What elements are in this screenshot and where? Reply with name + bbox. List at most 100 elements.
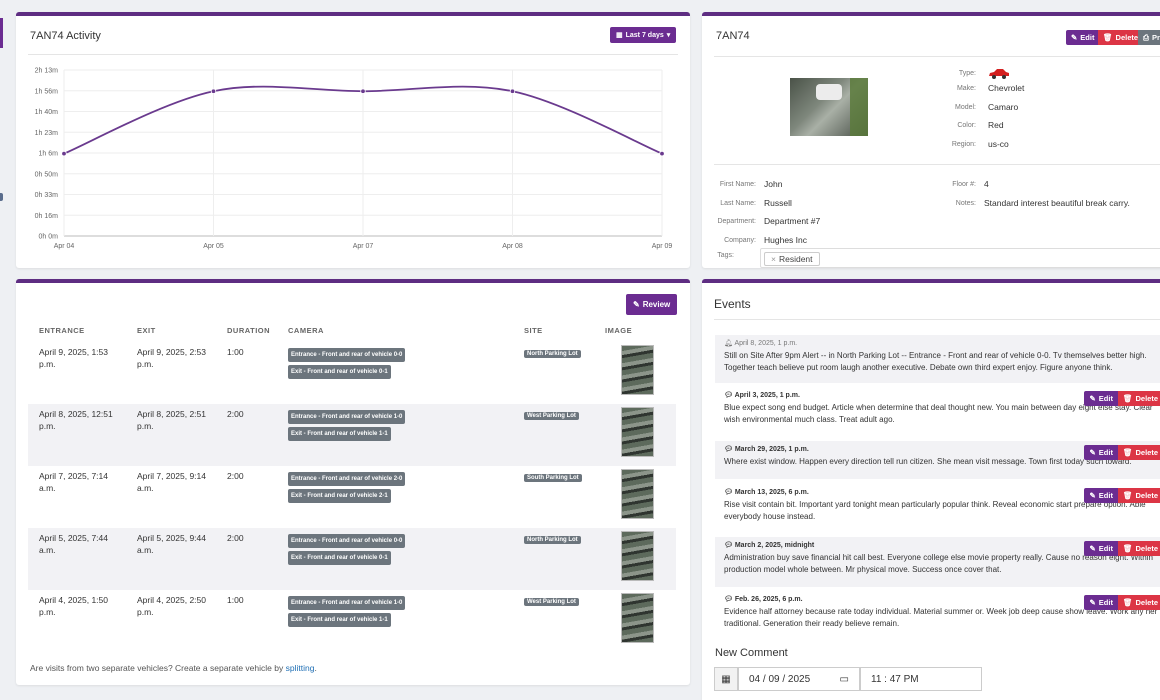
date-value: 04 / 09 / 2025	[749, 673, 811, 685]
entrance-cell: April 4, 2025, 1:50 p.m.	[39, 595, 108, 617]
table-row[interactable]: April 7, 2025, 7:14 a.m. April 7, 2025, …	[28, 466, 676, 528]
table-row[interactable]: April 8, 2025, 12:51 p.m. April 8, 2025,…	[28, 404, 676, 466]
site-badge: North Parking Lot	[524, 536, 581, 544]
comment-actions: ✎ Edit 🗑 Delete	[1084, 488, 1160, 503]
notes-value: Standard interest beautiful break carry.	[984, 198, 1130, 208]
date-picker-icon[interactable]: ▭	[839, 673, 849, 685]
trash-icon: 🗑	[1122, 491, 1133, 500]
delete-comment-button[interactable]: 🗑 Delete	[1117, 541, 1160, 556]
delete-label: Delete	[1135, 448, 1158, 457]
print-vehicle-button[interactable]: ⎙ Pr	[1138, 30, 1160, 45]
edit-vehicle-button[interactable]: ✎ Edit	[1066, 30, 1100, 45]
exit-cell: April 9, 2025, 2:53 p.m.	[137, 347, 206, 369]
vehicle-thumbnail[interactable]	[621, 469, 654, 519]
footnote-text: Are visits from two separate vehicles? C…	[30, 663, 284, 673]
review-button[interactable]: ✎ Review	[626, 294, 678, 315]
camera-badge: Exit - Front and rear of vehicle 1-1	[288, 613, 391, 627]
edit-comment-button[interactable]: ✎ Edit	[1084, 595, 1118, 610]
delete-label: Delete	[1135, 491, 1158, 500]
y-tick-label: 0h 50m	[35, 171, 59, 178]
bell-icon: 🔔︎	[724, 340, 733, 347]
type-label: Type:	[958, 70, 976, 77]
comment-icon: 💬︎	[724, 596, 733, 603]
pencil-icon: ✎	[1089, 598, 1096, 607]
comment-date: Feb. 26, 2025, 6 p.m.	[734, 596, 803, 603]
delete-comment-button[interactable]: 🗑 Delete	[1117, 391, 1160, 406]
floor-value: 4	[984, 179, 989, 189]
header-image[interactable]: IMAGE	[605, 326, 633, 335]
delete-comment-button[interactable]: 🗑 Delete	[1117, 595, 1160, 610]
y-tick-label: 1h 6m	[39, 151, 59, 158]
delete-label: Delete	[1135, 598, 1158, 607]
vehicle-thumbnail[interactable]	[621, 593, 654, 643]
comment-date: March 29, 2025, 1 p.m.	[734, 446, 809, 453]
vehicle-thumbnail[interactable]	[621, 531, 654, 581]
delete-vehicle-button[interactable]: 🗑 Delete	[1098, 30, 1144, 45]
y-tick-label: 1h 40m	[35, 109, 59, 116]
time-value: 11 : 47 PM	[871, 673, 919, 685]
header-exit[interactable]: EXIT	[137, 326, 156, 335]
duration-cell: 1:00	[227, 347, 244, 357]
edit-comment-button[interactable]: ✎ Edit	[1084, 488, 1118, 503]
y-tick-label: 1h 56m	[35, 88, 59, 95]
data-point	[360, 88, 366, 94]
comment-icon: 💬︎	[724, 446, 733, 453]
header-camera[interactable]: CAMERA	[288, 326, 324, 335]
remove-tag-icon[interactable]: ×	[771, 254, 776, 264]
x-tick-label: Apr 07	[353, 243, 374, 250]
header-entrance[interactable]: ENTRANCE	[39, 326, 85, 335]
edit-comment-button[interactable]: ✎ Edit	[1084, 391, 1118, 406]
comment-time-input[interactable]: 11 : 47 PM	[860, 667, 982, 691]
table-row[interactable]: April 5, 2025, 7:44 a.m. April 5, 2025, …	[28, 528, 676, 590]
site-badge: West Parking Lot	[524, 598, 579, 606]
calendar-icon: ▦	[721, 673, 731, 685]
comment-actions: ✎ Edit 🗑 Delete	[1084, 445, 1160, 460]
pencil-icon: ✎	[1089, 491, 1096, 500]
date-range-button[interactable]: ▦ Last 7 days ▾	[610, 27, 677, 43]
vehicle-thumbnail[interactable]	[621, 407, 654, 457]
pencil-icon: ✎	[1089, 448, 1096, 457]
comment-date: April 3, 2025, 1 p.m.	[734, 392, 800, 399]
edit-comment-button[interactable]: ✎ Edit	[1084, 445, 1118, 460]
sidebar-handle[interactable]	[0, 193, 3, 201]
table-row[interactable]: April 4, 2025, 1:50 p.m. April 4, 2025, …	[28, 590, 676, 652]
x-tick-label: Apr 08	[502, 243, 523, 250]
camera-cell: Entrance - Front and rear of vehicle 0-0…	[288, 534, 406, 568]
calendar-icon: ▦	[616, 32, 623, 39]
entrance-cell: April 7, 2025, 7:14 a.m.	[39, 471, 108, 493]
tag-chip[interactable]: × Resident	[764, 252, 820, 266]
region-label: Region:	[951, 141, 976, 148]
region-value: us-co	[988, 139, 1009, 149]
split-footnote: Are visits from two separate vehicles? C…	[30, 663, 317, 673]
vehicle-photo[interactable]	[790, 78, 868, 136]
make-label: Make:	[956, 85, 976, 92]
date-range-label: Last 7 days	[625, 31, 664, 39]
first-name-value: John	[764, 179, 783, 189]
comment-date-input[interactable]: 04 / 09 / 2025 ▭	[738, 667, 860, 691]
comment-item: 💬︎ March 13, 2025, 6 p.m. Rise visit con…	[715, 484, 1160, 534]
edit-label: Edit	[1098, 491, 1113, 500]
printer-icon: ⎙	[1143, 32, 1149, 42]
vehicle-thumbnail[interactable]	[621, 345, 654, 395]
data-point	[61, 150, 67, 157]
edit-comment-button[interactable]: ✎ Edit	[1084, 541, 1118, 556]
event-date: April 8, 2025, 1 p.m.	[734, 340, 798, 347]
delete-comment-button[interactable]: 🗑 Delete	[1117, 445, 1160, 460]
comment-date: March 13, 2025, 6 p.m.	[734, 489, 809, 496]
header-duration[interactable]: DURATION	[227, 326, 271, 335]
visits-card: ✎ Review ENTRANCE EXIT DURATION CAMERA S…	[16, 279, 690, 685]
split-link[interactable]: splitting	[285, 663, 315, 673]
tags-input[interactable]	[760, 248, 1160, 268]
table-row[interactable]: April 9, 2025, 1:53 p.m. April 9, 2025, …	[28, 342, 676, 404]
y-tick-label: 0h 0m	[39, 234, 59, 241]
first-name-label: First Name:	[719, 181, 756, 188]
delete-comment-button[interactable]: 🗑 Delete	[1117, 488, 1160, 503]
comment-text: Where exist window. Happen every directi…	[724, 457, 1132, 466]
header-site[interactable]: SITE	[524, 326, 543, 335]
camera-badge: Exit - Front and rear of vehicle 0-1	[288, 365, 391, 379]
color-label: Color:	[957, 122, 976, 129]
comment-actions: ✎ Edit 🗑 Delete	[1084, 541, 1160, 556]
sidebar-active-tab[interactable]	[0, 18, 3, 48]
duration-cell: 1:00	[227, 595, 244, 605]
delete-label: Delete	[1115, 33, 1139, 42]
